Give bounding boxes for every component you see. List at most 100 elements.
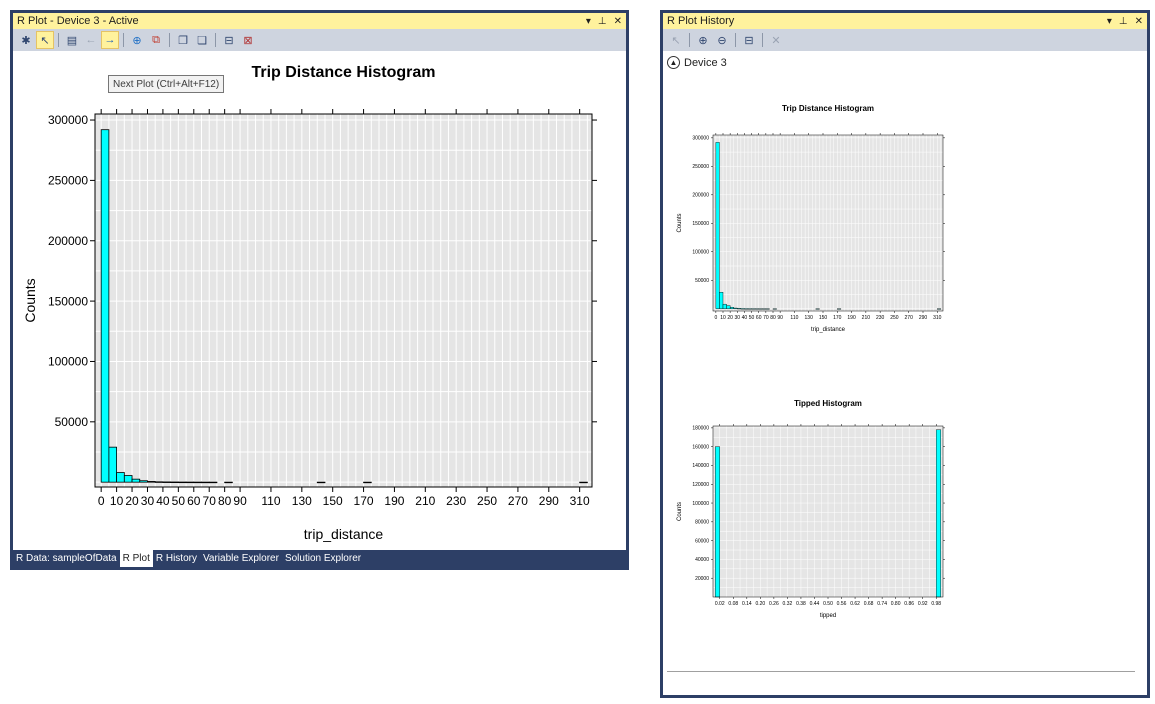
x-tick-label: 10 [110,494,124,508]
histogram-bar [719,292,724,309]
histogram-bar [715,142,720,309]
pdf-icon[interactable]: ⧉ [152,33,160,46]
history-titlebar[interactable]: R Plot History ▾ ⊥ ✕ [663,13,1147,29]
window-menu-icon[interactable]: ▾ [585,15,591,27]
x-tick-label: 110 [261,494,280,508]
y-tick-label: 60000 [695,538,709,544]
x-tick-label: 0.32 [783,601,793,607]
close-icon[interactable]: ✕ [1134,15,1143,27]
x-tick-label: 110 [790,315,798,321]
pointer-icon[interactable]: ↖ [36,31,54,49]
x-tick-label: 150 [819,315,828,321]
tab-r-history[interactable]: R History [155,553,197,564]
x-tick-label: 0 [98,494,105,508]
delete-icon[interactable]: ✕ [771,34,781,47]
plot-frame [94,113,593,488]
histogram-bar [937,308,942,310]
histogram-bar [224,481,233,484]
arrow-left-icon[interactable]: ← [85,34,97,46]
histogram-bar [579,481,588,484]
y-tick-label: 200000 [692,193,709,199]
histogram-bar [100,129,110,483]
histogram-bar [815,308,820,310]
x-tick-label: 60 [187,494,201,508]
histogram-bar [772,308,777,310]
tab-r-data[interactable]: R Data: sampleOfData [16,553,117,564]
histogram-bar [765,308,770,310]
window-menu-icon[interactable]: ▾ [1106,15,1112,27]
y-tick-label: 140000 [692,463,709,469]
histogram-bar [170,481,179,483]
x-tick-label: 310 [570,494,590,508]
histogram-bar [139,480,148,483]
chart-title: Tipped Histogram [794,399,862,408]
histogram-bar [193,481,202,484]
histogram-bar [754,308,759,310]
zoom-in-icon[interactable]: ⊕ [698,34,708,47]
tab-variable-explorer[interactable]: Variable Explorer [202,553,279,564]
toolbar-separator [123,33,124,47]
x-tick-label: 0 [714,315,717,321]
pin-icon[interactable]: ⊥ [597,15,607,27]
x-tick-label: 10 [720,315,726,321]
x-tick-label: 0.14 [742,601,752,607]
histogram-bar [751,308,756,310]
histogram-bar [936,429,941,598]
y-tick-label: 100000 [48,355,88,369]
globe-icon[interactable]: ⊕ [132,34,142,47]
x-tick-label: 40 [156,494,170,508]
zoom-out-icon[interactable]: ⊖ [717,34,727,47]
x-tick-label: 60 [756,315,762,321]
plot-content: 0 10 20 30 40 50 60 70 80 90 110 130 150 170 190 210 230… [13,51,626,550]
x-axis-label: trip_distance [304,526,384,542]
histogram-bar [762,308,767,310]
histogram-bar [185,481,195,484]
y-tick-label: 40000 [695,557,709,563]
history-thumb-trip-distance[interactable]: 0 10 20 30 40 50 60 70 80 90 110 130 150 170 190 210 230… [671,101,971,351]
x-tick-label: 290 [919,315,928,321]
y-tick-label: 250000 [48,174,88,188]
arrow-right-icon[interactable]: → [101,31,119,49]
histogram-bar [162,481,172,483]
clear-all-icon[interactable]: ⊠ [243,34,253,47]
history-thumb-tipped[interactable]: 0.02 0.08 0.14 0.20 0.26 0.32 0.38 0.44 0.50 0.56… [671,398,971,648]
toolbar-separator [169,33,170,47]
histogram-bar [837,308,842,310]
new-plot-icon[interactable]: ✱ [21,34,31,47]
chart-title: Trip Distance Histogram [251,64,435,81]
x-tick-label: 0.62 [850,601,860,607]
x-tick-label: 70 [763,315,769,321]
plot-titlebar[interactable]: R Plot - Device 3 - Active ▾ ⊥ ✕ [13,13,626,29]
histogram-bar [208,481,218,484]
export-icon[interactable]: ▤ [66,34,78,47]
y-tick-label: 120000 [692,482,709,488]
histogram-bar [722,303,727,309]
close-icon[interactable]: ✕ [613,15,622,27]
x-tick-label: 0.08 [728,601,738,607]
histogram-bar [316,481,326,484]
tab-r-plot[interactable]: R Plot [119,550,153,567]
copy-icon[interactable]: ❐ [178,34,188,47]
auto-hide-icon[interactable]: ⊟ [744,34,754,47]
tab-solution-explorer[interactable]: Solution Explorer [284,553,362,564]
history-divider [667,671,1135,672]
x-tick-label: 250 [477,494,497,508]
remove-plot-icon[interactable]: ⊟ [224,34,234,47]
x-tick-label: 20 [727,315,733,321]
x-tick-label: 80 [218,494,232,508]
x-tick-label: 20 [125,494,139,508]
histogram-bar [131,478,141,483]
y-tick-label: 20000 [695,576,709,582]
y-axis-label: Counts [677,502,683,521]
x-tick-label: 170 [833,315,842,321]
copy-metafile-icon[interactable]: ❏ [197,34,207,47]
histogram-bar [123,475,133,483]
x-tick-label: 50 [172,494,186,508]
device-group-header[interactable]: ▲ Device 3 [667,56,727,69]
pin-icon[interactable]: ⊥ [1118,15,1128,27]
chevron-up-icon[interactable]: ▲ [667,56,680,69]
x-tick-label: 70 [203,494,217,508]
pointer-icon[interactable]: ↖ [671,34,681,47]
x-tick-label: 0.98 [931,601,941,607]
x-tick-label: 0.86 [904,601,914,607]
